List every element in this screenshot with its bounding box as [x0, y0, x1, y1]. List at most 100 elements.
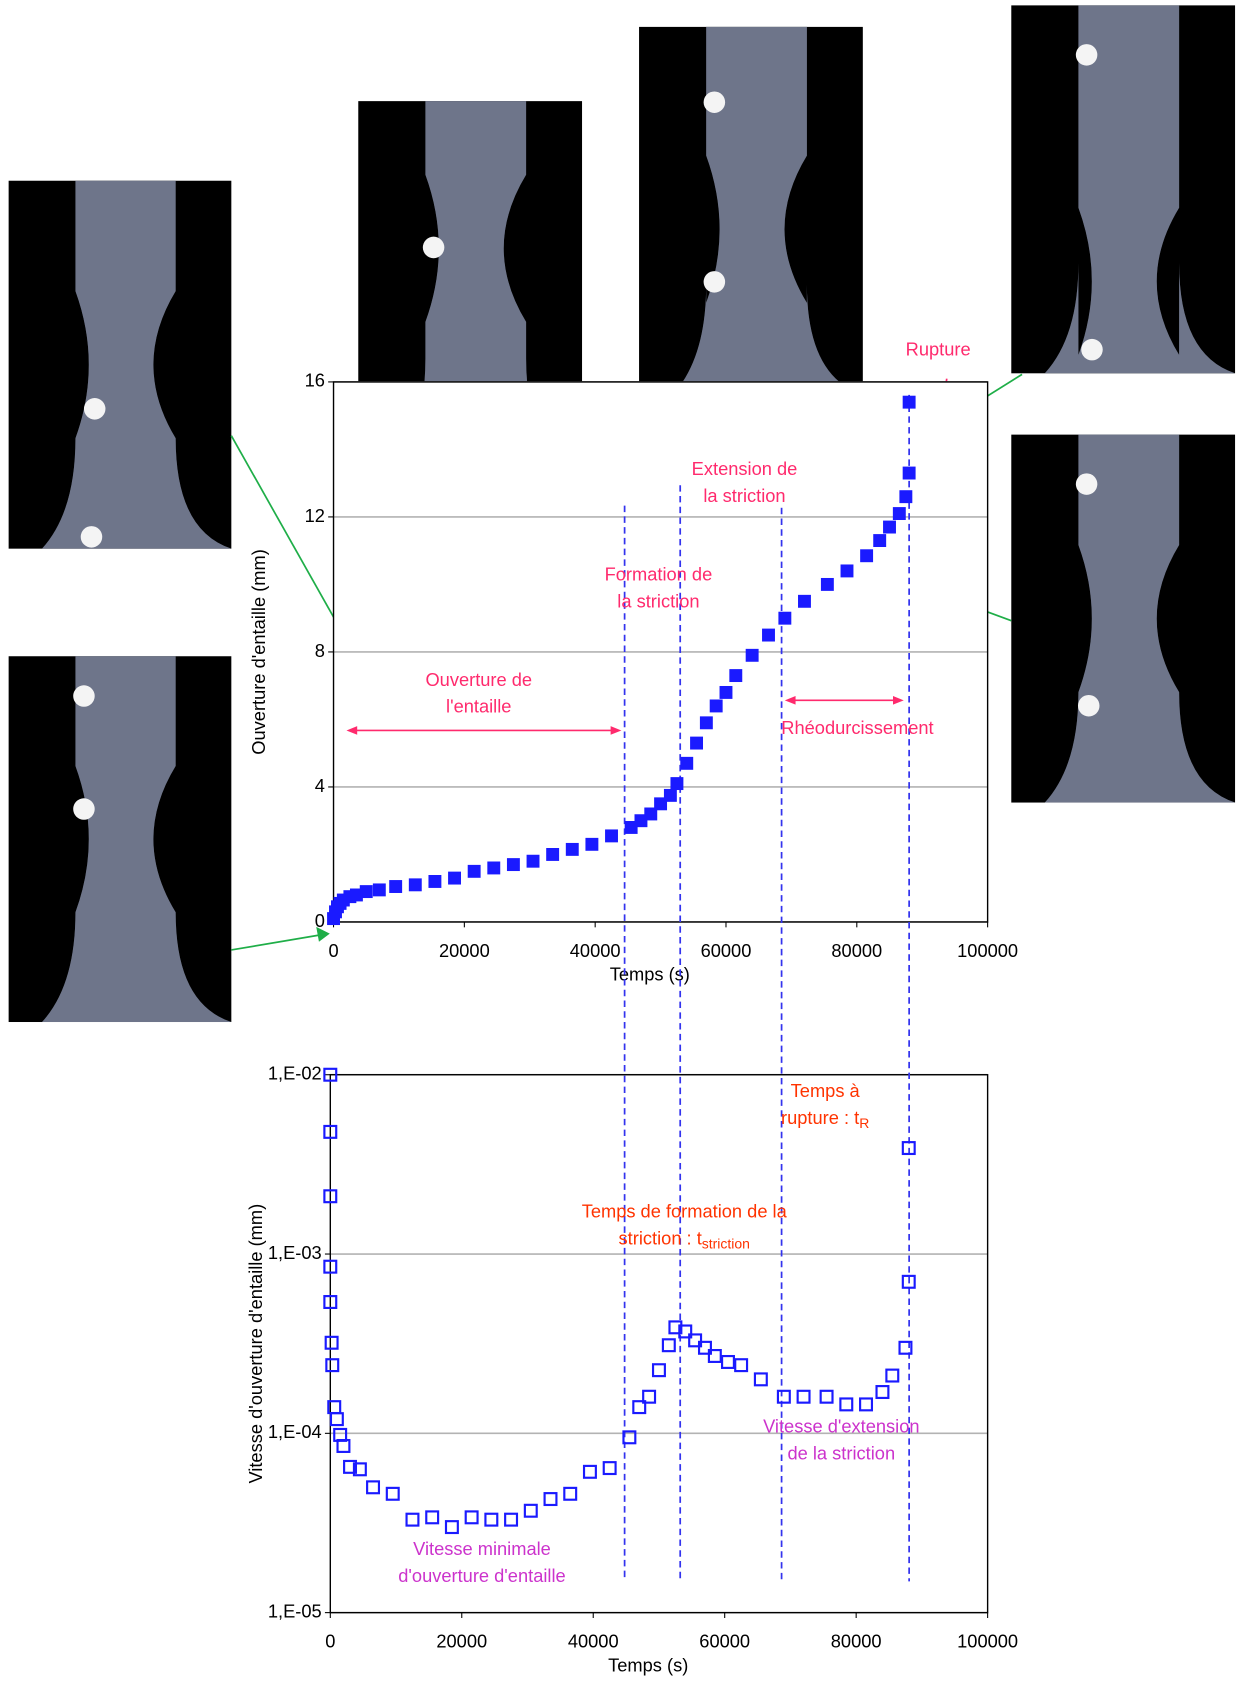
data-point [899, 490, 913, 504]
marker-dot [1075, 473, 1098, 495]
data-point [372, 883, 386, 897]
annotation: Ouverture de [425, 669, 532, 690]
arrowhead [784, 696, 796, 705]
marker-dot [1077, 694, 1100, 717]
annotation: Rupture [906, 339, 971, 360]
annotation: Temps de formation de la [582, 1200, 788, 1221]
annotation: de la striction [788, 1442, 896, 1463]
x-tick-label: 80000 [831, 1631, 882, 1652]
arrowhead [892, 696, 904, 705]
data-point [349, 888, 363, 902]
data-point [707, 1348, 722, 1363]
x-tick-label: 100000 [957, 940, 1018, 961]
data-point [526, 854, 540, 868]
x-axis-label: Temps (s) [608, 1654, 688, 1675]
data-point [661, 1338, 676, 1353]
data-point [329, 1412, 344, 1427]
marker-dot [73, 685, 95, 707]
marker-dot [703, 91, 726, 113]
data-point [602, 1461, 617, 1476]
data-point [680, 756, 694, 770]
data-point [898, 1340, 913, 1355]
specimen [1044, 5, 1236, 374]
plot-area [330, 1074, 988, 1613]
data-point [901, 1274, 916, 1289]
data-point [642, 1389, 657, 1404]
annotation: la striction [617, 590, 699, 611]
data-point [444, 1520, 459, 1535]
annotation: Formation de [605, 563, 713, 584]
specimen-shade [42, 656, 232, 1023]
plot-frame [329, 1074, 989, 1614]
x-axis-label: Temps (s) [610, 964, 690, 985]
data-point [323, 1259, 338, 1274]
specimen-shade [42, 180, 232, 549]
marker-dot [83, 398, 106, 420]
data-point [709, 699, 723, 713]
data-point [323, 1067, 338, 1082]
data-point [634, 814, 648, 828]
data-point [323, 1295, 338, 1310]
data-point [720, 1354, 735, 1369]
specimen-shade [391, 101, 583, 470]
plot-frame [332, 381, 989, 923]
data-point [523, 1503, 538, 1518]
data-point [883, 520, 896, 534]
x-tick-label: 40000 [570, 940, 621, 961]
data-point [352, 1462, 367, 1477]
y-tick-label: 1,E-02 [268, 1063, 322, 1084]
marker-dot [80, 526, 103, 548]
x-tick-label: 20000 [439, 940, 490, 961]
data-point [563, 1486, 578, 1501]
data-point [819, 1389, 834, 1404]
x-tick-label: 100000 [957, 1631, 1018, 1652]
data-point [885, 1368, 900, 1383]
data-point [389, 880, 403, 893]
marker-dot [422, 236, 445, 259]
arrowhead [316, 926, 330, 942]
arrow [231, 934, 321, 951]
data-point [385, 1486, 400, 1501]
data-point [343, 1459, 358, 1474]
data-point [448, 871, 461, 885]
data-point [654, 797, 668, 811]
data-point [820, 577, 834, 591]
data-point [699, 716, 713, 730]
data-point [467, 864, 481, 878]
annotation-text: striction : t [619, 1227, 702, 1248]
y-tick-label: 1,E-04 [268, 1421, 322, 1442]
data-point [762, 628, 775, 642]
data-point [668, 1320, 683, 1335]
x-tick-label: 40000 [568, 1631, 619, 1652]
annotation: d'ouverture d'entaille [398, 1565, 565, 1586]
data-point [622, 1430, 637, 1445]
data-point [605, 829, 618, 843]
annotation: rupture : tR [781, 1107, 869, 1131]
annotation: Temps à [791, 1080, 861, 1101]
marker-dot [1081, 338, 1103, 361]
data-point [582, 1464, 597, 1479]
data-point [487, 861, 501, 875]
data-point [901, 1141, 916, 1156]
y-tick-label: 1,E-03 [268, 1242, 322, 1263]
data-point [670, 777, 684, 791]
data-point [585, 837, 599, 851]
data-point [325, 1358, 340, 1373]
data-point [543, 1492, 558, 1507]
specimen-shade [672, 26, 863, 395]
data-point [796, 1389, 811, 1404]
data-point [873, 534, 887, 548]
data-point [323, 1189, 338, 1204]
data-point [875, 1385, 890, 1400]
annotation: Rhéodurcissement [781, 717, 933, 738]
data-point [366, 1480, 381, 1495]
data-point [902, 466, 916, 480]
data-point [697, 1340, 712, 1355]
data-point [840, 564, 854, 578]
y-tick-label: 8 [315, 640, 325, 661]
data-point [506, 858, 520, 872]
annotation: Vitesse d'extension [763, 1415, 919, 1436]
specimen [672, 26, 863, 395]
data-point [428, 875, 442, 888]
